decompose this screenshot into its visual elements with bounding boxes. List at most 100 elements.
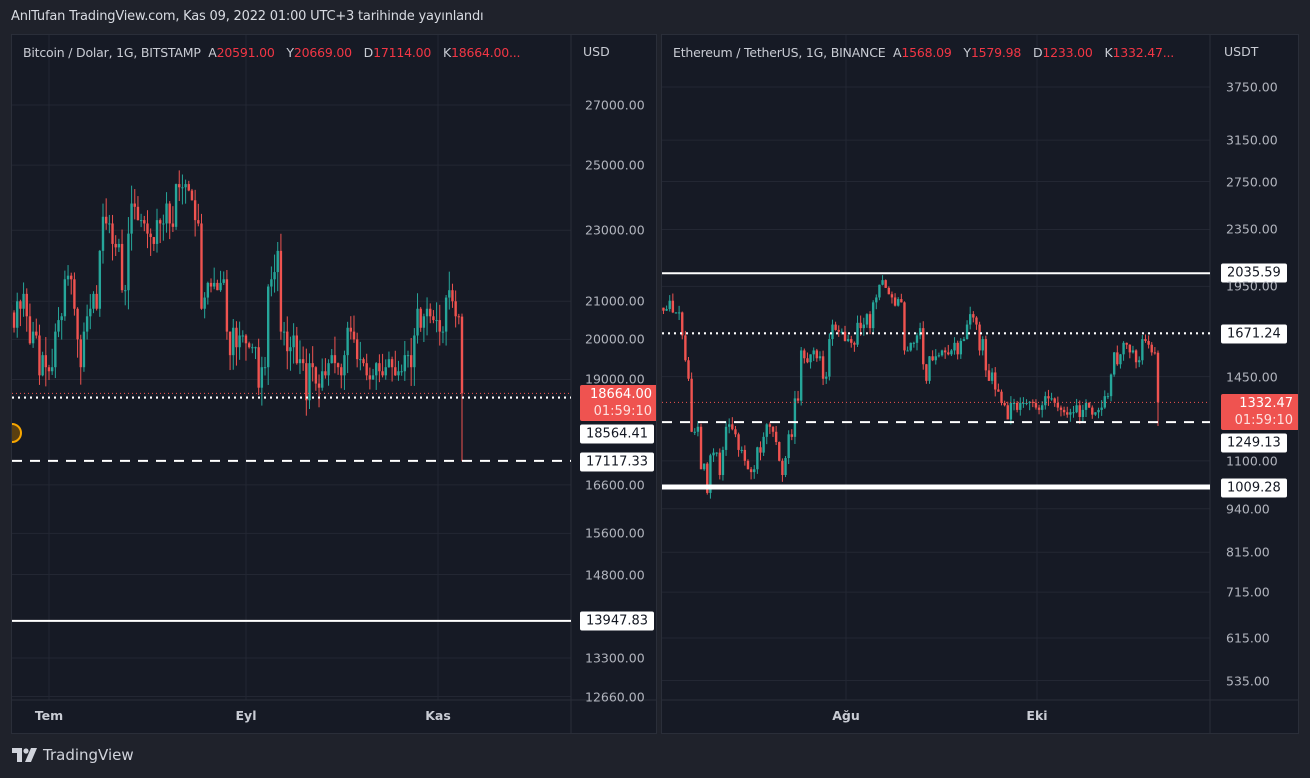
candle	[884, 279, 887, 288]
candle	[890, 291, 894, 304]
candle-body	[162, 223, 165, 225]
price-tick-label: 715.00	[1226, 584, 1270, 600]
candle	[853, 341, 856, 352]
candle	[868, 311, 872, 335]
candle-body	[1138, 360, 1141, 363]
candle-body	[406, 355, 410, 357]
eth-candlestick-chart[interactable]	[662, 35, 1299, 734]
eth-open-value: 1568.09	[901, 45, 952, 60]
candle-body	[359, 359, 362, 361]
candle	[821, 350, 825, 386]
candle	[759, 441, 762, 461]
candle-body	[435, 320, 438, 322]
candle	[451, 283, 454, 308]
candle	[149, 228, 152, 256]
level-price-label[interactable]: 1249.13	[1221, 433, 1287, 453]
level-price-label[interactable]: 1671.24	[1221, 324, 1287, 344]
candle-body	[856, 322, 859, 345]
candle-body	[362, 359, 365, 364]
candle-body	[699, 426, 703, 470]
candle	[267, 284, 270, 385]
candle	[228, 331, 232, 371]
candle	[709, 453, 712, 499]
candle-body	[343, 355, 346, 376]
candle-body	[1031, 401, 1034, 403]
candle-body	[1003, 402, 1006, 406]
last-price-label[interactable]: 1332.47 01:59:10	[1221, 394, 1298, 430]
candle	[124, 284, 127, 306]
candle	[362, 357, 365, 367]
candle-body	[975, 317, 978, 325]
candle	[282, 321, 286, 346]
last-price-label[interactable]: 18664.00 01:59:10	[580, 385, 656, 421]
level-price-label[interactable]: 17117.33	[580, 452, 655, 472]
candle	[1034, 399, 1038, 410]
candle	[22, 282, 25, 317]
candle	[232, 318, 235, 370]
candle-body	[828, 339, 831, 377]
candle-body	[270, 279, 273, 287]
price-tick-label: 2750.00	[1226, 174, 1278, 190]
btc-candlestick-chart[interactable]	[12, 35, 657, 734]
candle-body	[104, 216, 108, 224]
candle	[139, 213, 143, 228]
level-price-label[interactable]: 13947.83	[580, 611, 655, 631]
candle	[1141, 335, 1144, 365]
candle	[406, 350, 410, 368]
candle-body	[1094, 412, 1097, 415]
candle-body	[98, 250, 102, 309]
candle-body	[1084, 402, 1088, 410]
candle	[416, 293, 419, 344]
candle-body	[92, 293, 95, 309]
eth-legend: Ethereum / TetherUS, 1G, BINANCE A1568.0…	[673, 45, 1182, 60]
candle	[834, 321, 837, 331]
candle-body	[448, 290, 451, 298]
candle	[143, 215, 146, 232]
candle	[375, 361, 378, 390]
eth-chart-panel[interactable]: Ethereum / TetherUS, 1G, BINANCE A1568.0…	[661, 34, 1299, 734]
candle-body	[330, 355, 333, 364]
candle-body	[715, 452, 718, 454]
candle-body	[390, 359, 394, 368]
candle-body	[674, 312, 678, 314]
level-price-label[interactable]: 1009.28	[1221, 478, 1287, 498]
candle-body	[1069, 412, 1072, 415]
candle-body	[174, 184, 178, 227]
candle-body	[740, 449, 743, 451]
candle	[314, 366, 318, 391]
candle-body	[912, 342, 916, 344]
level-price-label[interactable]: 18564.41	[580, 424, 655, 444]
price-tick-label: 3750.00	[1226, 79, 1278, 95]
candle-body	[38, 335, 41, 376]
candle	[292, 323, 295, 364]
candle-body	[909, 342, 912, 351]
candle	[321, 358, 324, 391]
candle	[206, 281, 210, 305]
candle	[837, 325, 840, 337]
candle-body	[781, 460, 784, 475]
candle-body	[1047, 396, 1050, 399]
candle	[235, 321, 238, 366]
candle-body	[60, 316, 63, 321]
btc-chart-panel[interactable]: Bitcoin / Dolar, 1G, BITSTAMP A20591.00 …	[11, 34, 657, 734]
candle	[343, 350, 346, 390]
candle-body	[429, 308, 432, 317]
candle	[286, 316, 289, 370]
candle-body	[900, 299, 903, 303]
candle-body	[336, 363, 340, 368]
candle-body	[368, 375, 372, 380]
candle	[295, 326, 298, 365]
candle-body	[815, 350, 819, 359]
candle-body	[937, 355, 941, 357]
candle-body	[884, 280, 887, 288]
candle	[184, 179, 187, 204]
level-price-label[interactable]: 2035.59	[1221, 263, 1287, 283]
candle	[54, 323, 57, 379]
candle	[1147, 335, 1150, 349]
candle	[247, 341, 251, 349]
eth-low-value: 1233.00	[1042, 45, 1093, 60]
candle-body	[731, 424, 734, 430]
candle	[674, 312, 678, 314]
candle	[79, 334, 82, 385]
tradingview-logo[interactable]: TradingView	[12, 746, 134, 764]
